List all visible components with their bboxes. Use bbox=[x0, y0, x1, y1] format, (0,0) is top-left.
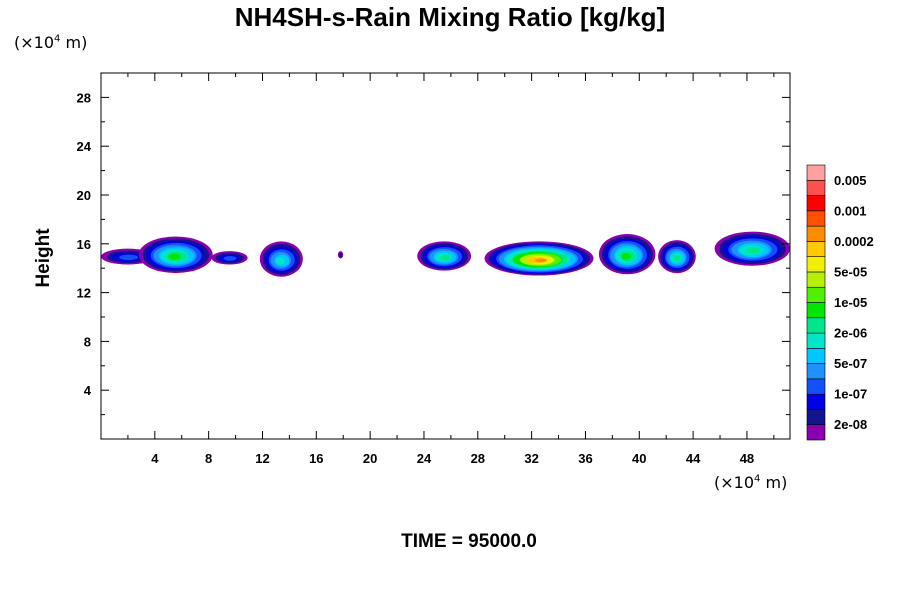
cloud-level-7 bbox=[674, 255, 682, 262]
colorbar-label: 2e-08 bbox=[834, 417, 867, 432]
colorbar-swatch bbox=[806, 164, 826, 181]
y-tick-label: 28 bbox=[77, 90, 91, 105]
x-tick-label: 32 bbox=[524, 451, 538, 466]
cloud-level-7 bbox=[746, 247, 761, 254]
y-tick-label: 4 bbox=[84, 383, 92, 398]
x-tick-label: 24 bbox=[417, 451, 432, 466]
cloud-field-3 bbox=[259, 241, 303, 277]
cloud-level-1 bbox=[338, 252, 343, 258]
x-tick-label: 28 bbox=[471, 451, 485, 466]
x-tick-label: 16 bbox=[309, 451, 323, 466]
cloud-field-7 bbox=[598, 234, 656, 275]
cloud-level-7 bbox=[440, 254, 451, 261]
colorbar-label: 0.005 bbox=[834, 173, 867, 188]
x-tick-label: 44 bbox=[686, 451, 701, 466]
time-label: TIME = 95000.0 bbox=[401, 531, 537, 552]
colorbar-label: 2e-06 bbox=[834, 326, 867, 341]
cloud-level-13 bbox=[535, 258, 548, 263]
cloud-field-4 bbox=[337, 251, 344, 259]
colorbar-swatch bbox=[806, 286, 826, 303]
cloud-field-6 bbox=[484, 241, 594, 276]
colorbar: 2e-08 1e-07 5e-07 2e-06 1e-05 5e-05 0.0002 0.00… bbox=[806, 164, 874, 441]
colorbar-swatch bbox=[806, 210, 826, 227]
colorbar-swatch bbox=[806, 363, 826, 380]
colorbar-label: 1e-05 bbox=[834, 295, 867, 310]
colorbar-swatch bbox=[806, 348, 826, 364]
colorbar-swatch bbox=[806, 378, 826, 395]
cloud-field-8 bbox=[658, 240, 696, 274]
y-axis-unit: (×104 m) bbox=[14, 33, 88, 52]
colorbar-swatch bbox=[806, 409, 826, 426]
cloud-level-6 bbox=[276, 257, 286, 265]
cloud-field-5 bbox=[417, 241, 472, 271]
colorbar-swatch bbox=[806, 393, 826, 410]
colorbar-swatch bbox=[806, 302, 826, 319]
colorbar-swatch bbox=[806, 195, 826, 212]
colorbar-swatch bbox=[806, 179, 826, 196]
x-tick-label: 40 bbox=[632, 451, 646, 466]
y-tick-label: 24 bbox=[77, 139, 92, 154]
colorbar-swatch bbox=[806, 256, 826, 273]
colorbar-swatch bbox=[806, 332, 826, 349]
x-tick-label: 20 bbox=[363, 451, 377, 466]
colorbar-swatch bbox=[806, 225, 826, 242]
colorbar-label: 5e-05 bbox=[834, 264, 867, 279]
x-axis-unit: (×104 m) bbox=[714, 473, 788, 492]
colorbar-swatch bbox=[806, 271, 826, 288]
plot-frame bbox=[100, 72, 791, 440]
chart-title: NH4SH-s-Rain Mixing Ratio [kg/kg] bbox=[234, 2, 666, 32]
colorbar-swatch bbox=[806, 241, 826, 257]
colorbar-swatch bbox=[806, 317, 826, 334]
y-tick-label: 12 bbox=[77, 286, 91, 301]
cloud-fields bbox=[101, 231, 790, 277]
cloud-level-8 bbox=[621, 252, 631, 260]
colorbar-label: 5e-07 bbox=[834, 356, 867, 371]
cloud-level-3 bbox=[119, 254, 139, 261]
x-tick-label: 48 bbox=[740, 451, 754, 466]
y-tick-label: 16 bbox=[77, 237, 91, 252]
x-tick-label: 12 bbox=[255, 451, 269, 466]
colorbar-label: 0.001 bbox=[834, 203, 867, 218]
cloud-field-9 bbox=[714, 231, 790, 266]
cloud-level-3 bbox=[223, 256, 237, 261]
colorbar-label: 0.0002 bbox=[834, 234, 874, 249]
colorbar-swatch bbox=[806, 424, 826, 441]
cloud-field-2 bbox=[211, 251, 248, 265]
x-tick-label: 36 bbox=[578, 451, 592, 466]
y-tick-label: 20 bbox=[77, 188, 91, 203]
cloud-level-8 bbox=[168, 253, 181, 260]
colorbar-label: 1e-07 bbox=[834, 387, 867, 402]
cloud-field-1 bbox=[138, 236, 213, 274]
x-tick-label: 8 bbox=[205, 451, 212, 466]
x-tick-label: 4 bbox=[151, 451, 159, 466]
y-tick-label: 8 bbox=[84, 334, 91, 349]
